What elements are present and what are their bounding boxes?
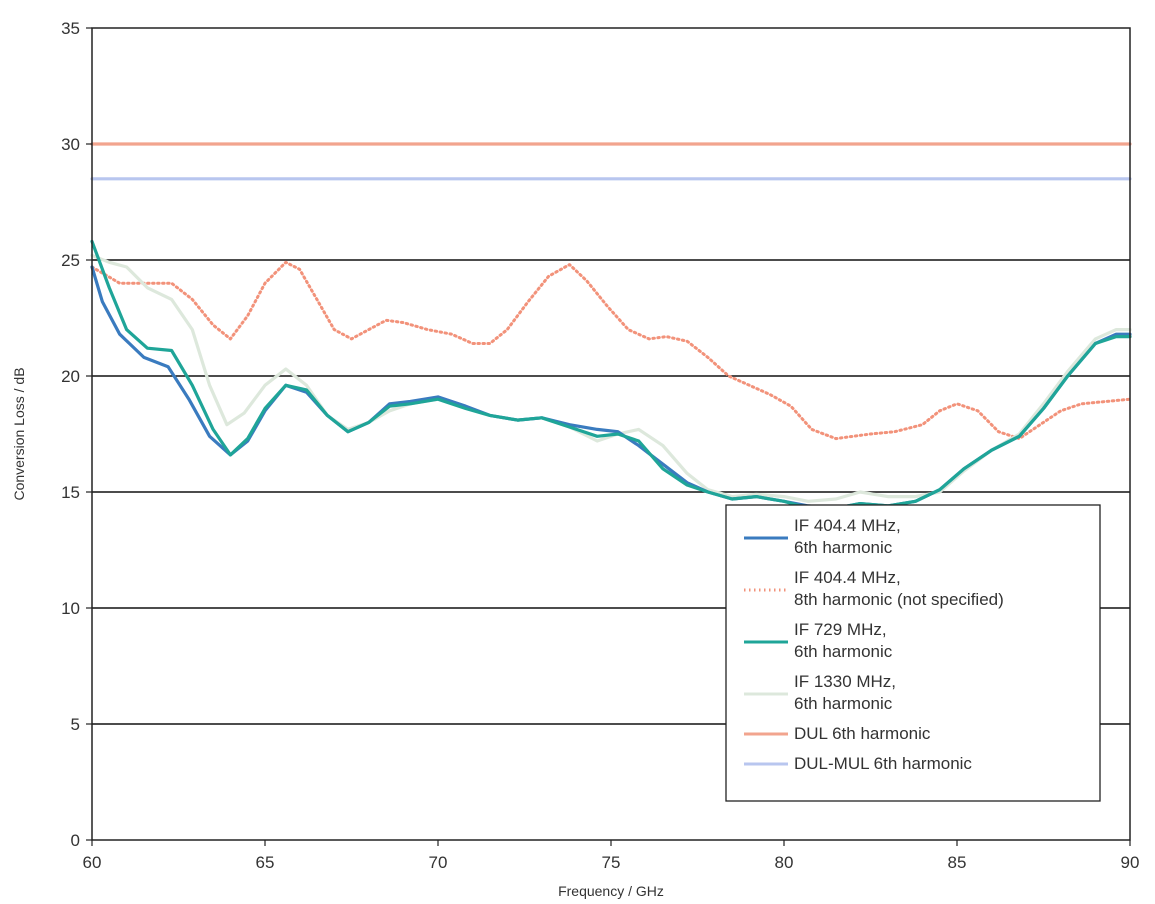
series-lines <box>90 142 1132 510</box>
series-line-1 <box>90 260 1132 441</box>
y-tick-label: 15 <box>61 483 80 502</box>
x-axis-label: Frequency / GHz <box>558 883 664 899</box>
legend-box <box>725 504 1101 802</box>
x-tick-label: 90 <box>1121 853 1140 872</box>
legend-label: IF 1330 MHz, <box>794 672 896 691</box>
legend-label: IF 729 MHz, <box>794 620 887 639</box>
legend-label: 6th harmonic <box>794 642 893 661</box>
legend: IF 404.4 MHz, 6th harmonic IF 404.4 MHz, 8t… <box>725 504 1101 802</box>
x-tick-label: 75 <box>602 853 621 872</box>
legend-items: IF 404.4 MHz, 6th harmonic IF 404.4 MHz, 8t… <box>744 516 1004 773</box>
x-tick-label: 80 <box>775 853 794 872</box>
legend-label: IF 404.4 MHz, <box>794 516 901 535</box>
x-tick-label: 60 <box>83 853 102 872</box>
legend-label: IF 404.4 MHz, <box>794 568 901 587</box>
y-tick-label: 5 <box>71 715 80 734</box>
series-line-3 <box>90 253 1132 503</box>
series-line-2 <box>90 239 1132 510</box>
series-line-0 <box>90 265 1132 510</box>
legend-label: 6th harmonic <box>794 694 893 713</box>
x-axis-ticks: 60 65 70 75 80 85 90 <box>83 840 1140 872</box>
y-axis-label: Conversion Loss / dB <box>11 367 27 500</box>
y-tick-label: 25 <box>61 251 80 270</box>
y-axis-ticks: 0 5 10 15 20 25 30 35 <box>61 19 92 850</box>
x-tick-label: 65 <box>256 853 275 872</box>
legend-label: 6th harmonic <box>794 538 893 557</box>
y-tick-label: 0 <box>71 831 80 850</box>
y-tick-label: 30 <box>61 135 80 154</box>
y-tick-label: 10 <box>61 599 80 618</box>
legend-label: DUL 6th harmonic <box>794 724 931 743</box>
y-tick-label: 20 <box>61 367 80 386</box>
y-tick-label: 35 <box>61 19 80 38</box>
x-tick-label: 70 <box>429 853 448 872</box>
legend-label: 8th harmonic (not specified) <box>794 590 1004 609</box>
legend-label: DUL-MUL 6th harmonic <box>794 754 972 773</box>
x-tick-label: 85 <box>948 853 967 872</box>
